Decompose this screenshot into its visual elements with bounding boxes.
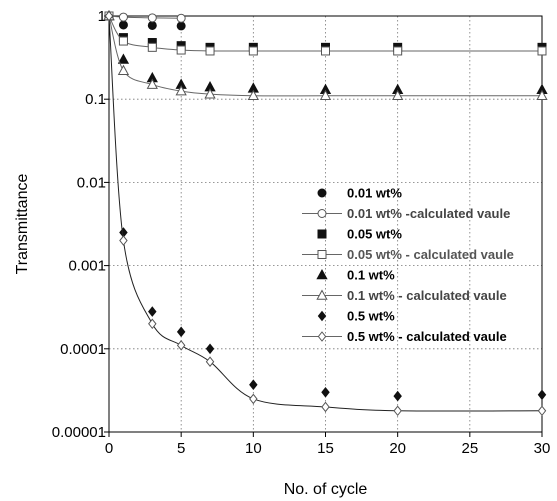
y-tick-label: 0.0001 xyxy=(60,341,106,358)
legend-label: 0.1 wt% xyxy=(347,268,395,283)
legend-item: 0.01 wt% xyxy=(317,186,402,201)
y-axis-label: Transmittance xyxy=(14,174,31,275)
x-tick-label: 10 xyxy=(245,440,262,457)
x-tick-label: 25 xyxy=(461,440,478,457)
data-point xyxy=(176,326,186,338)
legend-item: 0.5 wt% - calculated vaule xyxy=(302,329,507,344)
y-tick-label: 0.00001 xyxy=(52,424,106,441)
legend-marker xyxy=(317,310,327,322)
series-2 xyxy=(104,11,186,23)
x-tick-label: 0 xyxy=(105,440,113,457)
legend-item: 0.01 wt% -calculated vaule xyxy=(302,206,510,221)
legend-label: 0.01 wt% xyxy=(347,186,402,201)
data-point xyxy=(393,390,402,402)
legend-item: 0.5 wt% xyxy=(317,309,395,324)
data-point xyxy=(148,306,157,317)
series-layer xyxy=(103,9,548,417)
data-point xyxy=(205,343,215,355)
data-point xyxy=(117,53,130,64)
data-point xyxy=(147,42,157,52)
x-axis-label: No. of cycle xyxy=(284,481,368,498)
data-point xyxy=(176,340,186,351)
data-point xyxy=(175,85,187,96)
x-tick-label: 15 xyxy=(317,440,334,457)
y-tick-label: 1 xyxy=(98,8,106,25)
y-axis-ticks: 0.00001 0.0001 0.001 0.01 0.1 1 xyxy=(52,8,109,441)
data-point xyxy=(204,88,216,99)
data-point xyxy=(537,389,547,401)
legend-item: 0.05 wt% - calculated vaule xyxy=(302,247,514,262)
data-point xyxy=(537,46,547,56)
series-1 xyxy=(104,11,186,31)
data-point xyxy=(146,78,158,89)
series-line xyxy=(108,15,182,19)
grid-lines xyxy=(109,16,542,432)
legend-marker xyxy=(317,188,327,198)
data-point xyxy=(393,405,402,417)
legend-label: 0.05 wt% - calculated vaule xyxy=(347,247,514,262)
data-point xyxy=(147,13,157,23)
legend-label: 0.05 wt% xyxy=(347,227,402,242)
data-point xyxy=(176,21,186,31)
data-point xyxy=(118,12,128,22)
data-point xyxy=(176,45,186,55)
legend-label: 0.5 wt% - calculated vaule xyxy=(347,329,507,344)
data-point xyxy=(117,64,130,76)
legend-label: 0.1 wt% - calculated vaule xyxy=(347,288,507,303)
data-point xyxy=(393,46,403,56)
x-tick-label: 20 xyxy=(389,440,406,457)
legend-label: 0.5 wt% xyxy=(347,309,395,324)
data-point xyxy=(119,235,128,246)
data-point xyxy=(205,46,215,56)
legend-marker xyxy=(317,331,327,342)
data-point xyxy=(249,379,258,391)
legend-marker xyxy=(316,289,328,300)
x-tick-label: 30 xyxy=(534,440,551,457)
data-point xyxy=(319,89,332,101)
series-8 xyxy=(104,10,547,417)
series-7 xyxy=(104,10,547,402)
y-tick-label: 0.01 xyxy=(77,174,106,191)
data-point xyxy=(249,393,258,405)
legend-marker xyxy=(317,250,327,259)
data-point xyxy=(536,89,548,101)
data-point xyxy=(104,10,114,22)
legend-marker xyxy=(317,209,327,218)
data-point xyxy=(118,20,128,30)
legend-item: 0.05 wt% xyxy=(317,227,402,242)
x-tick-label: 5 xyxy=(177,440,185,457)
legend: 0.01 wt% 0.01 wt% -calculated vaule 0.05 w… xyxy=(302,186,514,344)
legend-marker xyxy=(316,268,328,280)
data-point xyxy=(321,387,330,398)
legend-item: 0.1 wt% xyxy=(316,268,395,283)
data-point xyxy=(247,89,259,101)
data-point xyxy=(321,401,330,413)
y-tick-label: 0.001 xyxy=(68,258,106,275)
data-point xyxy=(392,89,404,101)
legend-label: 0.01 wt% -calculated vaule xyxy=(347,206,510,221)
data-point xyxy=(148,318,157,330)
x-axis-ticks: 0 5 10 15 20 25 30 xyxy=(105,432,551,457)
data-point xyxy=(147,20,157,30)
data-point xyxy=(321,46,330,56)
data-point xyxy=(248,46,258,56)
data-point xyxy=(118,36,128,46)
data-point xyxy=(176,13,186,23)
y-tick-label: 0.1 xyxy=(85,91,106,108)
data-point xyxy=(205,356,215,367)
legend-item: 0.1 wt% - calculated vaule xyxy=(302,288,507,303)
data-point xyxy=(537,405,547,417)
legend-marker xyxy=(317,229,327,239)
